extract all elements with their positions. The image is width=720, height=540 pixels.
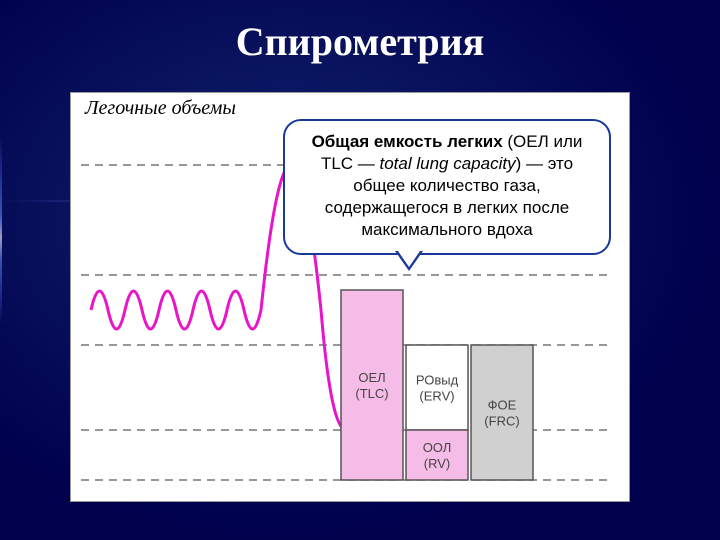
content-panel: Легочные объемы ОЕЛ(TLC) ФОЕ(FRC) РОвыд(ER… [70, 92, 630, 502]
page-title: Спирометрия [0, 18, 720, 65]
definition-callout: Общая емкость легких (ОЕЛ или TLC — tota… [283, 119, 611, 255]
callout-tail-inner [398, 251, 420, 267]
svg-text:ОЕЛ: ОЕЛ [358, 370, 385, 385]
panel-subtitle: Легочные объемы [85, 97, 236, 120]
lens-flare-v [0, 0, 2, 540]
svg-text:РОвыд: РОвыд [416, 373, 459, 388]
callout-term: Общая емкость легких [312, 132, 503, 151]
svg-text:ООЛ: ООЛ [423, 440, 452, 455]
svg-text:(RV): (RV) [424, 456, 450, 471]
svg-text:(TLC): (TLC) [355, 386, 388, 401]
callout-italic: total lung capacity [380, 154, 516, 173]
svg-text:ФОЕ: ФОЕ [488, 398, 517, 413]
svg-text:(FRC): (FRC) [484, 414, 519, 429]
svg-text:(ERV): (ERV) [419, 389, 454, 404]
